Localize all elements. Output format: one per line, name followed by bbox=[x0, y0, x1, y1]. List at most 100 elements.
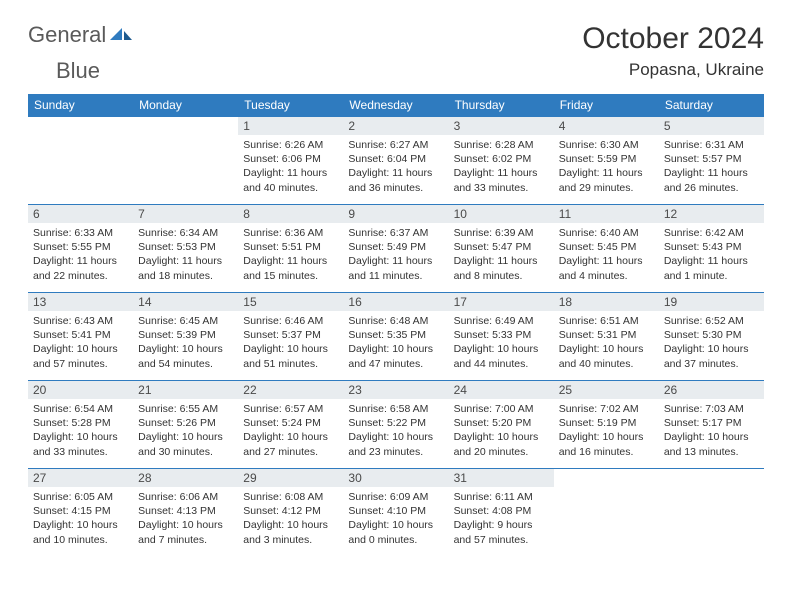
sail-icon bbox=[108, 26, 136, 44]
day-info: Sunrise: 6:57 AMSunset: 5:24 PMDaylight:… bbox=[243, 402, 338, 459]
day-info: Sunrise: 6:05 AMSunset: 4:15 PMDaylight:… bbox=[33, 490, 128, 547]
day-number: 6 bbox=[28, 205, 133, 223]
calendar-week-row: 6 Sunrise: 6:33 AMSunset: 5:55 PMDaylight… bbox=[28, 205, 764, 293]
empty-cell bbox=[28, 117, 133, 205]
day-number: 18 bbox=[554, 293, 659, 311]
calendar-day-cell: 5Sunrise: 6:31 AMSunset: 5:57 PMDaylight… bbox=[659, 117, 764, 205]
day-number: 21 bbox=[133, 381, 238, 399]
day-info: Sunrise: 6:39 AMSunset: 5:47 PMDaylight:… bbox=[454, 226, 549, 283]
day-info: Sunrise: 6:36 AMSunset: 5:51 PMDaylight:… bbox=[243, 226, 338, 283]
empty-cell bbox=[133, 117, 238, 205]
logo-word2: Blue bbox=[56, 58, 100, 84]
calendar-day-cell: 23 Sunrise: 6:58 AMSunset: 5:22 PMDayligh… bbox=[343, 381, 448, 469]
calendar-week-row: 27 Sunrise: 6:05 AMSunset: 4:15 PMDayligh… bbox=[28, 469, 764, 557]
empty-cell bbox=[554, 469, 659, 557]
day-number: 27 bbox=[28, 469, 133, 487]
calendar-day-cell: 10 Sunrise: 6:39 AMSunset: 5:47 PMDayligh… bbox=[449, 205, 554, 293]
day-number: 22 bbox=[238, 381, 343, 399]
day-info: Sunrise: 6:58 AMSunset: 5:22 PMDaylight:… bbox=[348, 402, 443, 459]
day-info: Sunrise: 6:46 AMSunset: 5:37 PMDaylight:… bbox=[243, 314, 338, 371]
location-label: Popasna, Ukraine bbox=[582, 60, 764, 80]
day-number: 15 bbox=[238, 293, 343, 311]
day-number: 12 bbox=[659, 205, 764, 223]
empty-cell bbox=[659, 469, 764, 557]
day-number: 20 bbox=[28, 381, 133, 399]
title-block: October 2024 Popasna, Ukraine bbox=[582, 22, 764, 80]
day-number: 8 bbox=[238, 205, 343, 223]
day-number: 10 bbox=[449, 205, 554, 223]
calendar-day-cell: 3 Sunrise: 6:28 AMSunset: 6:02 PMDaylight… bbox=[449, 117, 554, 205]
day-info: Sunrise: 7:02 AMSunset: 5:19 PMDaylight:… bbox=[559, 402, 654, 459]
calendar-day-cell: 7 Sunrise: 6:34 AMSunset: 5:53 PMDaylight… bbox=[133, 205, 238, 293]
day-number: 14 bbox=[133, 293, 238, 311]
day-info: Sunrise: 6:30 AMSunset: 5:59 PMDaylight:… bbox=[559, 138, 654, 195]
calendar-table: SundayMondayTuesdayWednesdayThursdayFrid… bbox=[28, 94, 764, 557]
calendar-day-cell: 26Sunrise: 7:03 AMSunset: 5:17 PMDayligh… bbox=[659, 381, 764, 469]
calendar-page: General October 2024 Popasna, Ukraine Bl… bbox=[0, 0, 792, 567]
day-number: 31 bbox=[449, 469, 554, 487]
header: General October 2024 Popasna, Ukraine bbox=[28, 22, 764, 80]
day-info: Sunrise: 6:27 AMSunset: 6:04 PMDaylight:… bbox=[348, 138, 443, 195]
day-number: 7 bbox=[133, 205, 238, 223]
day-number: 30 bbox=[343, 469, 448, 487]
calendar-day-cell: 19Sunrise: 6:52 AMSunset: 5:30 PMDayligh… bbox=[659, 293, 764, 381]
calendar-day-cell: 6 Sunrise: 6:33 AMSunset: 5:55 PMDaylight… bbox=[28, 205, 133, 293]
day-number: 25 bbox=[554, 381, 659, 399]
day-info: Sunrise: 6:45 AMSunset: 5:39 PMDaylight:… bbox=[138, 314, 233, 371]
day-number: 1 bbox=[238, 117, 343, 135]
day-info: Sunrise: 6:33 AMSunset: 5:55 PMDaylight:… bbox=[33, 226, 128, 283]
day-info: Sunrise: 6:34 AMSunset: 5:53 PMDaylight:… bbox=[138, 226, 233, 283]
day-number: 11 bbox=[554, 205, 659, 223]
logo-word1: General bbox=[28, 22, 106, 48]
weekday-header: Friday bbox=[554, 94, 659, 117]
calendar-day-cell: 15 Sunrise: 6:46 AMSunset: 5:37 PMDayligh… bbox=[238, 293, 343, 381]
day-info: Sunrise: 6:11 AMSunset: 4:08 PMDaylight:… bbox=[454, 490, 549, 547]
day-number: 2 bbox=[343, 117, 448, 135]
calendar-day-cell: 28 Sunrise: 6:06 AMSunset: 4:13 PMDayligh… bbox=[133, 469, 238, 557]
calendar-day-cell: 8 Sunrise: 6:36 AMSunset: 5:51 PMDaylight… bbox=[238, 205, 343, 293]
calendar-day-cell: 16 Sunrise: 6:48 AMSunset: 5:35 PMDayligh… bbox=[343, 293, 448, 381]
calendar-day-cell: 18Sunrise: 6:51 AMSunset: 5:31 PMDayligh… bbox=[554, 293, 659, 381]
weekday-header: Wednesday bbox=[343, 94, 448, 117]
day-info: Sunrise: 6:40 AMSunset: 5:45 PMDaylight:… bbox=[559, 226, 654, 283]
calendar-day-cell: 1 Sunrise: 6:26 AMSunset: 6:06 PMDaylight… bbox=[238, 117, 343, 205]
calendar-week-row: 1 Sunrise: 6:26 AMSunset: 6:06 PMDaylight… bbox=[28, 117, 764, 205]
day-info: Sunrise: 6:06 AMSunset: 4:13 PMDaylight:… bbox=[138, 490, 233, 547]
weekday-header: Thursday bbox=[449, 94, 554, 117]
day-info: Sunrise: 6:42 AMSunset: 5:43 PMDaylight:… bbox=[664, 226, 759, 283]
calendar-day-cell: 29Sunrise: 6:08 AMSunset: 4:12 PMDayligh… bbox=[238, 469, 343, 557]
calendar-day-cell: 22 Sunrise: 6:57 AMSunset: 5:24 PMDayligh… bbox=[238, 381, 343, 469]
day-info: Sunrise: 6:08 AMSunset: 4:12 PMDaylight:… bbox=[243, 490, 338, 547]
day-info: Sunrise: 6:55 AMSunset: 5:26 PMDaylight:… bbox=[138, 402, 233, 459]
day-number: 9 bbox=[343, 205, 448, 223]
day-info: Sunrise: 6:28 AMSunset: 6:02 PMDaylight:… bbox=[454, 138, 549, 195]
page-title: October 2024 bbox=[582, 22, 764, 56]
weekday-header-row: SundayMondayTuesdayWednesdayThursdayFrid… bbox=[28, 94, 764, 117]
calendar-day-cell: 17 Sunrise: 6:49 AMSunset: 5:33 PMDayligh… bbox=[449, 293, 554, 381]
day-number: 23 bbox=[343, 381, 448, 399]
calendar-day-cell: 21 Sunrise: 6:55 AMSunset: 5:26 PMDayligh… bbox=[133, 381, 238, 469]
calendar-day-cell: 11 Sunrise: 6:40 AMSunset: 5:45 PMDayligh… bbox=[554, 205, 659, 293]
day-number: 16 bbox=[343, 293, 448, 311]
calendar-day-cell: 30Sunrise: 6:09 AMSunset: 4:10 PMDayligh… bbox=[343, 469, 448, 557]
day-number: 28 bbox=[133, 469, 238, 487]
day-info: Sunrise: 6:52 AMSunset: 5:30 PMDaylight:… bbox=[664, 314, 759, 371]
day-info: Sunrise: 6:31 AMSunset: 5:57 PMDaylight:… bbox=[664, 138, 759, 195]
calendar-week-row: 13 Sunrise: 6:43 AMSunset: 5:41 PMDayligh… bbox=[28, 293, 764, 381]
calendar-day-cell: 20Sunrise: 6:54 AMSunset: 5:28 PMDayligh… bbox=[28, 381, 133, 469]
day-info: Sunrise: 6:43 AMSunset: 5:41 PMDaylight:… bbox=[33, 314, 128, 371]
day-info: Sunrise: 6:26 AMSunset: 6:06 PMDaylight:… bbox=[243, 138, 338, 195]
day-info: Sunrise: 6:49 AMSunset: 5:33 PMDaylight:… bbox=[454, 314, 549, 371]
calendar-day-cell: 4Sunrise: 6:30 AMSunset: 5:59 PMDaylight… bbox=[554, 117, 659, 205]
calendar-day-cell: 24Sunrise: 7:00 AMSunset: 5:20 PMDayligh… bbox=[449, 381, 554, 469]
calendar-body: 1 Sunrise: 6:26 AMSunset: 6:06 PMDaylight… bbox=[28, 117, 764, 557]
day-number: 3 bbox=[449, 117, 554, 135]
weekday-header: Saturday bbox=[659, 94, 764, 117]
logo: General bbox=[28, 22, 138, 48]
day-number: 13 bbox=[28, 293, 133, 311]
calendar-day-cell: 12 Sunrise: 6:42 AMSunset: 5:43 PMDayligh… bbox=[659, 205, 764, 293]
day-info: Sunrise: 7:00 AMSunset: 5:20 PMDaylight:… bbox=[454, 402, 549, 459]
calendar-day-cell: 25 Sunrise: 7:02 AMSunset: 5:19 PMDayligh… bbox=[554, 381, 659, 469]
day-info: Sunrise: 6:48 AMSunset: 5:35 PMDaylight:… bbox=[348, 314, 443, 371]
day-number: 17 bbox=[449, 293, 554, 311]
